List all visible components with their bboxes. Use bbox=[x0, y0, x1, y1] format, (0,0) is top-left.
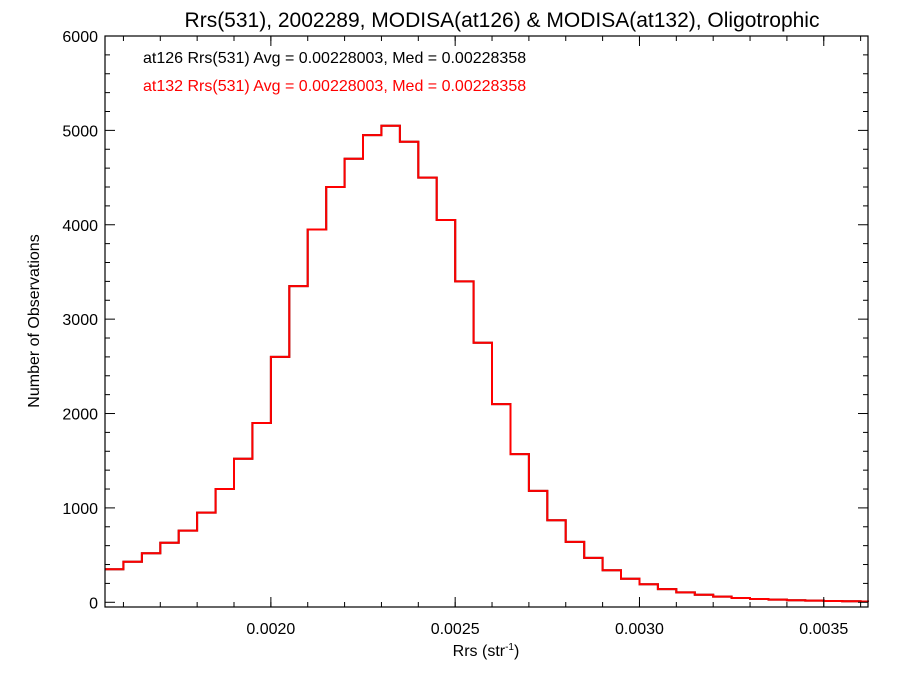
y-tick-label: 0 bbox=[89, 595, 98, 612]
y-tick-label: 2000 bbox=[62, 407, 98, 424]
plot-frame bbox=[104, 35, 869, 608]
y-tick-label: 5000 bbox=[62, 123, 98, 140]
y-axis-label: Number of Observations bbox=[26, 234, 43, 407]
annotation-line-1: at126 Rrs(531) Avg = 0.00228003, Med = 0… bbox=[143, 50, 526, 67]
y-tick-label: 3000 bbox=[62, 312, 98, 329]
series-at132-line bbox=[105, 124, 869, 603]
x-tick-label: 0.0030 bbox=[615, 621, 664, 638]
annotation-line-2: at132 Rrs(531) Avg = 0.00228003, Med = 0… bbox=[143, 78, 526, 95]
chart-title: Rrs(531), 2002289, MODISA(at126) & MODIS… bbox=[185, 9, 820, 32]
y-tick-label: 4000 bbox=[62, 218, 98, 235]
x-tick-label: 0.0035 bbox=[799, 621, 848, 638]
y-tick-label: 1000 bbox=[62, 501, 98, 518]
y-tick-label: 6000 bbox=[62, 29, 98, 46]
x-axis-label: Rrs (str-1) bbox=[453, 642, 520, 660]
series-at126-line bbox=[105, 124, 869, 603]
x-tick-label: 0.0025 bbox=[431, 621, 480, 638]
x-tick-label: 0.0020 bbox=[246, 621, 295, 638]
